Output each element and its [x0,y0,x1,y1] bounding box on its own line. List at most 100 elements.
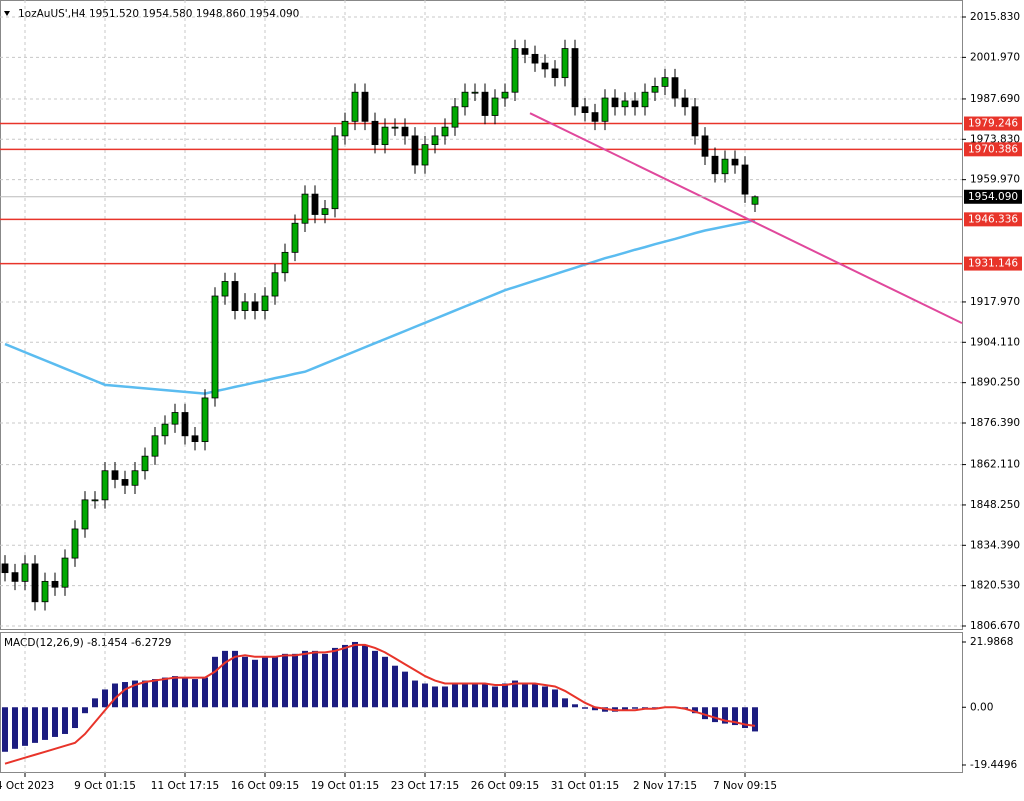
macd-bar [212,656,218,708]
title-arrow [4,11,10,16]
level-label: 1979.246 [968,118,1018,130]
macd-bar [62,707,68,734]
macd-bar [472,683,478,708]
candle-body [211,295,219,399]
macd-bar [182,677,188,708]
candle-body [481,91,489,116]
candle-body [431,135,439,146]
macd-bar [692,707,698,714]
candle-body [301,193,309,224]
candle-body [371,120,379,146]
macd-bar [92,698,98,708]
candle-body [691,106,699,137]
y-tick-label: -19.4496 [970,759,1018,771]
x-tick-label: 31 Oct 01:15 [551,780,619,792]
candle-body [171,412,179,425]
macd-bar [42,707,48,740]
candle-body [91,499,99,502]
candle-body [241,301,249,311]
macd-bar [542,686,548,708]
candle-body [41,580,49,603]
macd-bar [742,707,748,729]
macd-signal [4,643,756,765]
macd-bar [2,707,8,752]
level-label: 1970.386 [968,143,1018,155]
candle-body [261,295,269,311]
level-tag [964,212,1022,227]
candle-body [221,281,229,297]
macd-bar [382,656,388,708]
macd-bar [532,683,538,708]
candle-body [521,48,529,55]
candle-body [621,100,629,108]
candle-body [11,572,19,582]
candle-body [111,470,119,480]
y-tick-label: 1806.670 [970,620,1020,632]
candle-body [311,193,319,215]
candle-body [1,563,9,574]
level-tag [964,256,1022,271]
macd-bar [482,683,488,708]
macd-bar [52,707,58,737]
candle-body [21,563,29,582]
macd-frame [0,632,963,773]
candle-body [731,158,739,166]
macd-bar [702,707,708,720]
candle-body [421,144,429,166]
candle-body [191,435,199,443]
candle-body [411,135,419,166]
candle-body [701,135,709,157]
macd-bar [712,707,718,723]
macd-bar [432,686,438,708]
price-tag [964,189,1022,204]
macd-bar [152,679,158,708]
candle-body [271,272,279,297]
candle-body [651,85,659,93]
candle-body [441,126,449,137]
candle-body [401,126,409,137]
candle-body [201,397,209,443]
candle-body [711,155,719,175]
candle-body [741,164,749,195]
candle-body [451,106,459,128]
macd-bar [82,707,88,714]
candle-body [151,435,159,457]
macd-bar [752,707,758,732]
candle-body [361,91,369,122]
candle-body [181,412,189,437]
candle-body [31,563,39,603]
macd-bar [342,644,348,708]
candle-body [541,62,549,70]
macd-bar [202,677,208,708]
macd-bar [162,677,168,708]
y-tick-label: 1904.110 [970,336,1020,348]
chart-title: 1ozAuUS',H4 1951.520 1954.580 1948.860 1… [18,8,299,20]
macd-bar [262,656,268,708]
candle-body [131,470,139,486]
macd-bar [452,683,458,708]
candle-body [291,222,299,253]
macd-bar [582,707,588,709]
candle-body [601,97,609,122]
candle-body [581,106,589,113]
y-tick-label: 0.00 [970,701,993,713]
candle-body [531,53,539,64]
candle-body [281,251,289,274]
candle-body [571,48,579,108]
macd-bar [422,683,428,708]
macd-bar [12,707,18,749]
candle-body [471,91,479,94]
macd-bar [302,650,308,708]
macd-bar [192,679,198,708]
macd-bar [282,653,288,708]
price-label: 1954.090 [968,191,1018,203]
candle-body [721,158,729,175]
macd-bar [362,644,368,708]
level-tag [964,142,1022,157]
candle-body [161,423,169,437]
candle-body [631,100,639,108]
y-tick-label: 1862.110 [970,459,1020,471]
macd-bar [592,707,598,711]
candle-body [661,77,669,87]
